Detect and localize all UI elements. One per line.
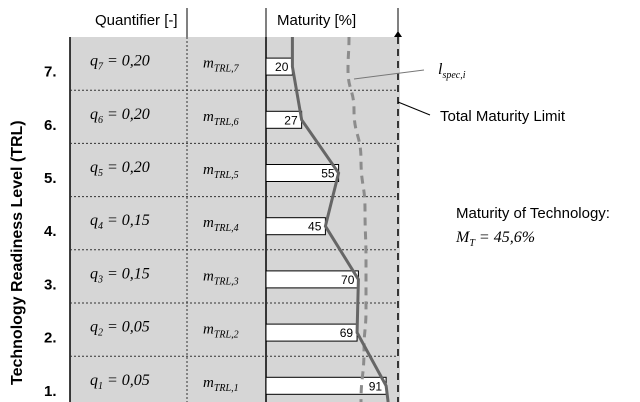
maturity-bar-label: 91 xyxy=(369,379,383,393)
result-main: M xyxy=(455,229,471,246)
trl-level-label: 2. xyxy=(44,330,57,347)
quantifier-symbol: q xyxy=(90,372,98,389)
maturity-profile-line xyxy=(290,37,390,402)
maturity-symbol-main: m xyxy=(203,322,214,338)
result-title: Maturity of Technology: xyxy=(456,205,610,222)
quantifier-symbol: q xyxy=(90,212,98,229)
quantifier-rest: = 0,05 xyxy=(103,319,150,336)
maturity-bar-label: 45 xyxy=(308,220,322,234)
maturity-symbol-main: m xyxy=(203,162,214,178)
maturity-symbol: mTRL,6 xyxy=(203,109,239,128)
trl-level-label: 6. xyxy=(44,117,57,134)
maturity-bar-label: 27 xyxy=(284,113,298,127)
total-limit-label: Total Maturity Limit xyxy=(440,108,566,125)
trl-level-label: 3. xyxy=(44,276,57,293)
maturity-symbol-subscript: TRL,5 xyxy=(214,170,239,181)
quantifier-subscript: 5 xyxy=(98,168,103,179)
trl-level-label: 7. xyxy=(44,64,57,81)
maturity-symbol-subscript: TRL,4 xyxy=(214,223,239,234)
quantifier-value: q5 = 0,20 xyxy=(90,159,150,179)
maturity-symbol-subscript: TRL,7 xyxy=(214,64,240,75)
quantifier-symbol: q xyxy=(90,53,98,70)
maturity-bar-label: 70 xyxy=(341,273,355,287)
maturity-symbol: mTRL,1 xyxy=(203,375,239,394)
maturity-symbol-subscript: TRL,2 xyxy=(214,330,239,341)
quantifier-subscript: 6 xyxy=(98,115,103,126)
result-sub: T xyxy=(469,238,476,249)
maturity-header: Maturity [%] xyxy=(277,12,356,29)
maturity-symbol: mTRL,2 xyxy=(203,322,239,341)
spec-leader-line xyxy=(353,69,425,80)
result-rest: = 45,6% xyxy=(475,229,535,246)
quantifier-value: q3 = 0,15 xyxy=(90,265,150,285)
maturity-symbol-main: m xyxy=(203,268,214,284)
quantifier-value: q6 = 0,20 xyxy=(90,106,150,126)
quantifier-value: q2 = 0,05 xyxy=(90,319,150,339)
y-axis-label: Technology Readiness Level (TRL) xyxy=(9,120,26,385)
maturity-symbol-main: m xyxy=(203,375,214,391)
trl-level-label: 4. xyxy=(44,223,57,240)
quantifier-subscript: 4 xyxy=(98,221,103,232)
maturity-symbol: mTRL,5 xyxy=(203,162,239,181)
quantifier-value: q4 = 0,15 xyxy=(90,212,150,232)
quantifier-symbol: q xyxy=(90,106,98,123)
quantifier-symbol: q xyxy=(90,319,98,336)
spec-label-sub: spec,i xyxy=(442,70,465,81)
maturity-symbol-subscript: TRL,6 xyxy=(214,117,239,128)
quantifier-rest: = 0,15 xyxy=(103,212,150,229)
maturity-symbol-main: m xyxy=(203,215,214,231)
maturity-symbol: mTRL,3 xyxy=(203,268,239,287)
quantifier-rest: = 0,20 xyxy=(103,159,150,176)
spec-limit-curve xyxy=(346,36,368,402)
quantifier-rest: = 0,05 xyxy=(103,372,150,389)
quantifier-rest: = 0,20 xyxy=(103,106,150,123)
quantifier-rest: = 0,15 xyxy=(103,265,150,282)
quantifier-subscript: 7 xyxy=(98,62,104,73)
maturity-symbol-main: m xyxy=(203,56,214,72)
maturity-bar-label: 69 xyxy=(340,326,354,340)
trl-level-label: 5. xyxy=(44,170,57,187)
maturity-symbol: mTRL,7 xyxy=(203,56,240,75)
maturity-symbol: mTRL,4 xyxy=(203,215,239,234)
limit-leader-line xyxy=(397,101,431,116)
spec-label: lspec,i xyxy=(438,61,466,81)
quantifier-symbol: q xyxy=(90,265,98,282)
result-value: MT = 45,6% xyxy=(455,229,535,249)
quantifier-subscript: 2 xyxy=(98,328,103,339)
maturity-bar-label: 55 xyxy=(321,167,335,181)
maturity-symbol-subscript: TRL,1 xyxy=(214,383,239,394)
quantifier-rest: = 0,20 xyxy=(103,53,150,70)
maturity-bar-label: 20 xyxy=(275,60,289,74)
maturity-symbol-subscript: TRL,3 xyxy=(214,276,239,287)
quantifier-header: Quantifier [-] xyxy=(95,12,178,29)
maturity-symbol-main: m xyxy=(203,109,214,125)
quantifier-value: q1 = 0,05 xyxy=(90,372,150,392)
quantifier-symbol: q xyxy=(90,159,98,176)
quantifier-subscript: 3 xyxy=(97,274,103,285)
quantifier-value: q7 = 0,20 xyxy=(90,53,150,73)
trl-level-label: 1. xyxy=(44,383,57,400)
quantifier-subscript: 1 xyxy=(98,381,103,392)
limit-arrow xyxy=(394,31,402,37)
spec-label-main: l xyxy=(438,61,443,78)
